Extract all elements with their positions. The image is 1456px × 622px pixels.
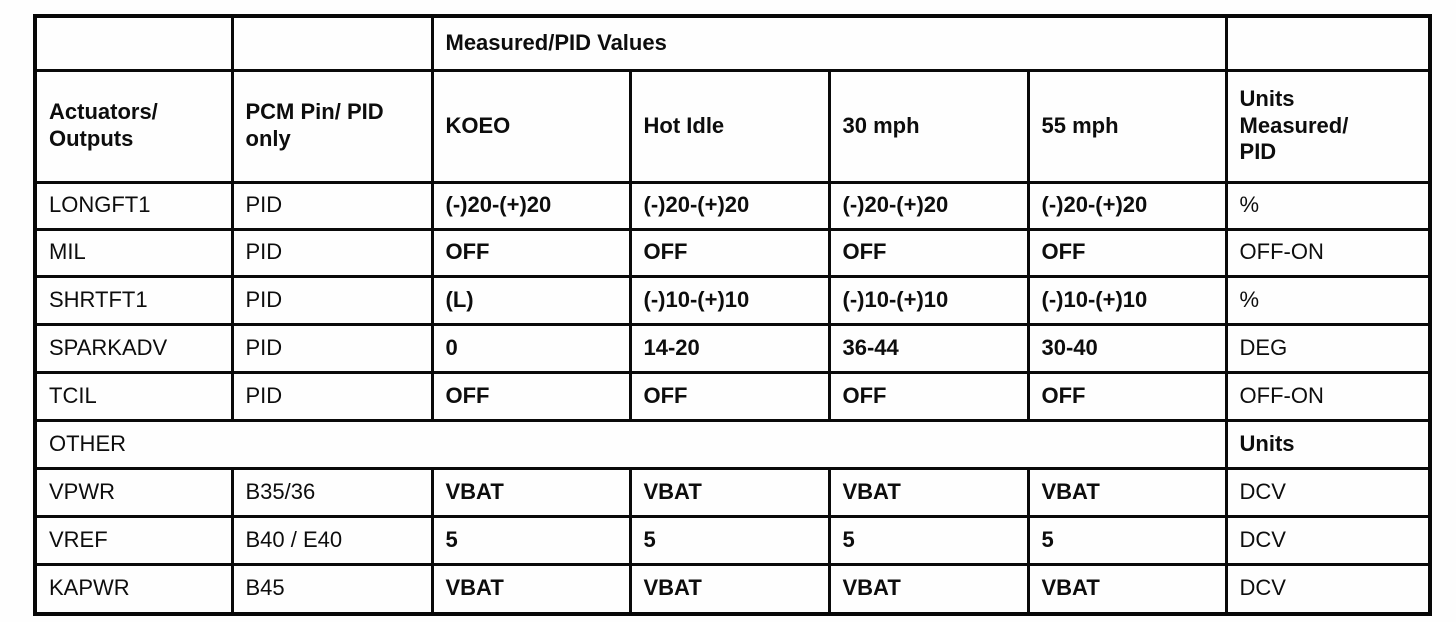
cell-vref-actuator: VREF: [33, 514, 234, 566]
cell-mil-pcm-pin: PID: [230, 227, 434, 278]
cell-sparkadv-30-mph: 36-44: [827, 322, 1030, 374]
cell-vref-units: DCV: [1224, 514, 1432, 566]
cell-mil-actuator: MIL: [33, 227, 234, 278]
cell-vpwr-30-mph: VBAT: [827, 466, 1030, 518]
table-row-sparkadv: SPARKADV PID 0 14-20 36-44 30-40 DEG: [33, 322, 1432, 374]
cell-vref-30-mph: 5: [827, 514, 1030, 566]
cell-shrtft1-actuator: SHRTFT1: [33, 274, 234, 326]
cell-kapwr-actuator: KAPWR: [33, 562, 234, 616]
cell-shrtft1-pcm-pin: PID: [230, 274, 434, 326]
cell-sparkadv-hot-idle: 14-20: [628, 322, 831, 374]
cell-sparkadv-koeo: 0: [430, 322, 632, 374]
cell-mil-hot-idle: OFF: [628, 227, 831, 278]
cell-tcil-koeo: OFF: [430, 370, 632, 422]
cell-shrtft1-koeo: (L): [430, 274, 632, 326]
table-row-span-header: Measured/PID Values: [33, 14, 1432, 72]
col-header-hot-idle: Hot Idle: [628, 68, 831, 184]
cell-longft1-actuator: LONGFT1: [33, 180, 234, 231]
cell-sparkadv-pcm-pin: PID: [230, 322, 434, 374]
cell-tcil-30-mph: OFF: [827, 370, 1030, 422]
cell-vpwr-units: DCV: [1224, 466, 1432, 518]
blank-cell-actuators: [33, 14, 234, 72]
table-row-tcil: TCIL PID OFF OFF OFF OFF OFF-ON: [33, 370, 1432, 422]
cell-vref-55-mph: 5: [1026, 514, 1228, 566]
cell-tcil-hot-idle: OFF: [628, 370, 831, 422]
table-row-other-section: OTHER Units: [33, 418, 1432, 470]
cell-longft1-30-mph: (-)20-(+)20: [827, 180, 1030, 231]
cell-tcil-units: OFF-ON: [1224, 370, 1432, 422]
cell-shrtft1-30-mph: (-)10-(+)10: [827, 274, 1030, 326]
cell-vpwr-actuator: VPWR: [33, 466, 234, 518]
cell-tcil-actuator: TCIL: [33, 370, 234, 422]
cell-kapwr-pcm-pin: B45: [230, 562, 434, 616]
col-header-actuators-outputs: Actuators/ Outputs: [33, 68, 234, 184]
span-header-measured-pid-values: Measured/PID Values: [430, 14, 1228, 72]
table-row-mil: MIL PID OFF OFF OFF OFF OFF-ON: [33, 227, 1432, 278]
cell-sparkadv-actuator: SPARKADV: [33, 322, 234, 374]
blank-cell-pcm-pin: [230, 14, 434, 72]
table-row-vref: VREF B40 / E40 5 5 5 5 DCV: [33, 514, 1432, 566]
cell-sparkadv-55-mph: 30-40: [1026, 322, 1228, 374]
col-header-55-mph: 55 mph: [1026, 68, 1228, 184]
cell-mil-koeo: OFF: [430, 227, 632, 278]
cell-vref-hot-idle: 5: [628, 514, 831, 566]
cell-shrtft1-units: %: [1224, 274, 1432, 326]
cell-vpwr-55-mph: VBAT: [1026, 466, 1228, 518]
cell-kapwr-30-mph: VBAT: [827, 562, 1030, 616]
cell-mil-55-mph: OFF: [1026, 227, 1228, 278]
cell-longft1-pcm-pin: PID: [230, 180, 434, 231]
blank-cell-units: [1224, 14, 1432, 72]
section-label-other: OTHER: [33, 418, 1228, 470]
cell-longft1-hot-idle: (-)20-(+)20: [628, 180, 831, 231]
cell-kapwr-hot-idle: VBAT: [628, 562, 831, 616]
cell-mil-30-mph: OFF: [827, 227, 1030, 278]
cell-kapwr-units: DCV: [1224, 562, 1432, 616]
section-units-header: Units: [1224, 418, 1432, 470]
cell-longft1-units: %: [1224, 180, 1432, 231]
cell-vpwr-hot-idle: VBAT: [628, 466, 831, 518]
cell-tcil-pcm-pin: PID: [230, 370, 434, 422]
cell-tcil-55-mph: OFF: [1026, 370, 1228, 422]
col-header-30-mph: 30 mph: [827, 68, 1030, 184]
cell-vpwr-pcm-pin: B35/36: [230, 466, 434, 518]
cell-kapwr-55-mph: VBAT: [1026, 562, 1228, 616]
pcm-actuators-outputs-table: Measured/PID Values Actuators/ Outputs P…: [33, 14, 1433, 616]
cell-kapwr-koeo: VBAT: [430, 562, 632, 616]
col-header-units-measured-pid: Units Measured/ PID: [1224, 68, 1432, 184]
col-header-pcm-pin-pid-only: PCM Pin/ PID only: [230, 68, 434, 184]
cell-sparkadv-units: DEG: [1224, 322, 1432, 374]
table-row-shrtft1: SHRTFT1 PID (L) (-)10-(+)10 (-)10-(+)10 …: [33, 274, 1432, 326]
table-row-vpwr: VPWR B35/36 VBAT VBAT VBAT VBAT DCV: [33, 466, 1432, 518]
table-row-kapwr: KAPWR B45 VBAT VBAT VBAT VBAT DCV: [33, 562, 1432, 616]
col-header-koeo: KOEO: [430, 68, 632, 184]
cell-shrtft1-55-mph: (-)10-(+)10: [1026, 274, 1228, 326]
cell-shrtft1-hot-idle: (-)10-(+)10: [628, 274, 831, 326]
cell-vref-koeo: 5: [430, 514, 632, 566]
cell-vpwr-koeo: VBAT: [430, 466, 632, 518]
table-row-longft1: LONGFT1 PID (-)20-(+)20 (-)20-(+)20 (-)2…: [33, 180, 1432, 231]
table-row-column-headers: Actuators/ Outputs PCM Pin/ PID only KOE…: [33, 68, 1432, 184]
cell-mil-units: OFF-ON: [1224, 227, 1432, 278]
cell-vref-pcm-pin: B40 / E40: [230, 514, 434, 566]
cell-longft1-55-mph: (-)20-(+)20: [1026, 180, 1228, 231]
cell-longft1-koeo: (-)20-(+)20: [430, 180, 632, 231]
